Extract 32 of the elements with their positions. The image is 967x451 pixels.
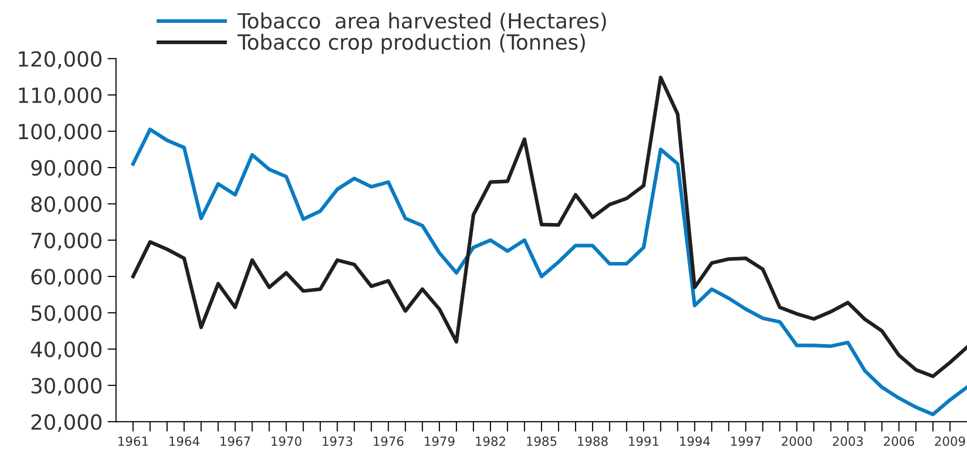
y-tick-label: 70,000 [32, 232, 102, 250]
y-tick-label: 110,000 [18, 87, 102, 106]
x-tick-label: 1973 [322, 436, 352, 446]
y-tick-label: 60,000 [31, 268, 102, 287]
x-tick-label: 1976 [374, 436, 404, 446]
line-series [131, 128, 967, 416]
legend-label: Tobacco crop production (Tonnes) [238, 34, 585, 54]
x-tick-label: 1970 [272, 436, 302, 446]
y-tick-label: 30,000 [32, 378, 102, 396]
x-tick-label: 1979 [424, 436, 454, 446]
y-tick-label: 90,000 [31, 160, 102, 178]
y-tick-label: 100,000 [18, 124, 102, 142]
x-tick-label: 1997 [731, 436, 761, 446]
x-tick-label: 2003 [832, 436, 863, 446]
x-tick-label: 1988 [578, 436, 608, 446]
y-tick-label: 80,000 [31, 196, 102, 214]
legend-label: Tobacco area harvested (Hectares) [238, 12, 606, 32]
x-tick-label: 1991 [629, 436, 658, 446]
x-tick-label: 2006 [884, 436, 914, 446]
x-tick-label: 1967 [220, 436, 250, 446]
x-tick-label: 1994 [680, 436, 710, 446]
y-tick-label: 120,000 [18, 51, 102, 69]
x-tick-label: 1961 [118, 436, 148, 446]
x-tick-label: 1985 [526, 436, 556, 446]
y-tick-label: 50,000 [32, 305, 102, 324]
y-tick-label: 40,000 [30, 342, 102, 360]
x-tick-label: 1982 [476, 436, 506, 446]
x-tick-label: 1964 [170, 436, 200, 446]
x-tick-label: 2000 [782, 436, 812, 446]
line-series [131, 76, 967, 378]
y-tick-label: 20,000 [31, 414, 102, 432]
x-tick-label: 2009 [934, 436, 966, 446]
